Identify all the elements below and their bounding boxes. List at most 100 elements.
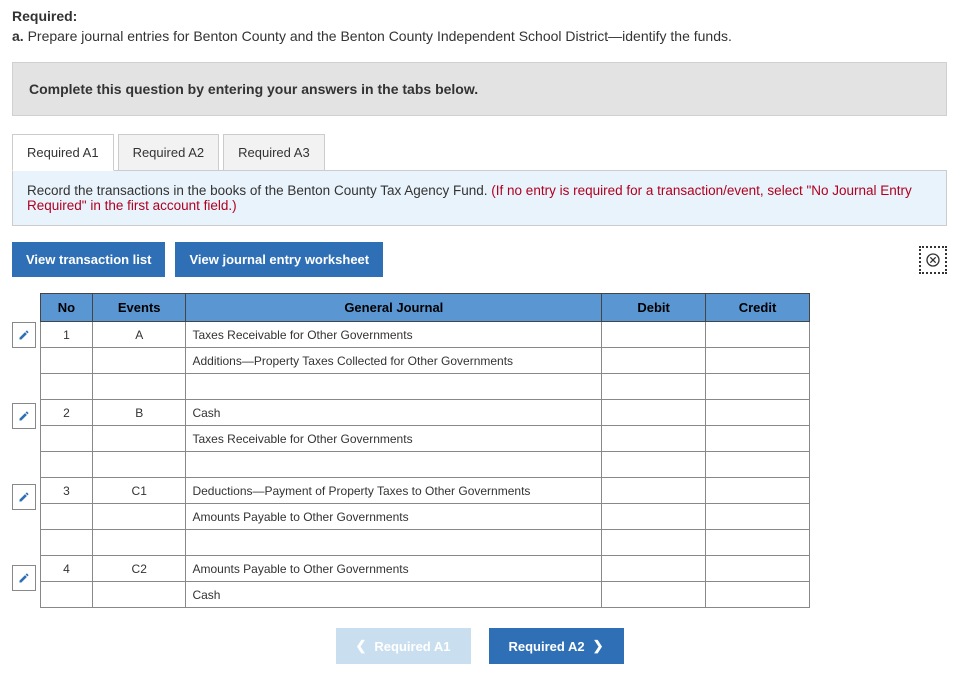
table-row: [41, 530, 810, 556]
prev-button-label: Required A1: [374, 639, 450, 654]
cell-no[interactable]: [41, 348, 93, 374]
cell-debit[interactable]: [602, 374, 706, 400]
cell-journal[interactable]: Deductions—Payment of Property Taxes to …: [186, 478, 602, 504]
header-events: Events: [92, 294, 186, 322]
header-credit: Credit: [706, 294, 810, 322]
table-row: [41, 452, 810, 478]
tab-required-a1[interactable]: Required A1: [12, 134, 114, 171]
cell-event[interactable]: [92, 530, 186, 556]
edit-row-icon[interactable]: [12, 565, 36, 591]
cell-journal[interactable]: [186, 374, 602, 400]
close-icon[interactable]: [919, 246, 947, 274]
cell-debit[interactable]: [602, 322, 706, 348]
cell-journal[interactable]: Taxes Receivable for Other Governments: [186, 322, 602, 348]
next-button[interactable]: Required A2 ❯: [489, 628, 624, 664]
cell-debit[interactable]: [602, 530, 706, 556]
cell-no[interactable]: [41, 452, 93, 478]
cell-journal[interactable]: Amounts Payable to Other Governments: [186, 556, 602, 582]
action-bar: View transaction list View journal entry…: [12, 242, 947, 277]
question-text: a. Prepare journal entries for Benton Co…: [12, 28, 947, 44]
cell-journal[interactable]: Taxes Receivable for Other Governments: [186, 426, 602, 452]
cell-credit[interactable]: [706, 582, 810, 608]
table-row: 4C2Amounts Payable to Other Governments: [41, 556, 810, 582]
tab-instruction-main: Record the transactions in the books of …: [27, 183, 491, 198]
cell-credit[interactable]: [706, 452, 810, 478]
view-journal-worksheet-button[interactable]: View journal entry worksheet: [175, 242, 383, 277]
cell-no[interactable]: 3: [41, 478, 93, 504]
tabs-row: Required A1Required A2Required A3: [12, 134, 947, 171]
cell-journal[interactable]: Cash: [186, 400, 602, 426]
cell-no[interactable]: 4: [41, 556, 93, 582]
question-body: Prepare journal entries for Benton Count…: [28, 28, 732, 44]
cell-credit[interactable]: [706, 322, 810, 348]
cell-journal[interactable]: Amounts Payable to Other Governments: [186, 504, 602, 530]
next-button-label: Required A2: [509, 639, 585, 654]
cell-journal[interactable]: Additions—Property Taxes Collected for O…: [186, 348, 602, 374]
cell-journal[interactable]: [186, 452, 602, 478]
cell-event[interactable]: C1: [92, 478, 186, 504]
cell-no[interactable]: [41, 582, 93, 608]
table-row: Taxes Receivable for Other Governments: [41, 426, 810, 452]
cell-no[interactable]: [41, 530, 93, 556]
tab-required-a3[interactable]: Required A3: [223, 134, 325, 171]
cell-debit[interactable]: [602, 504, 706, 530]
cell-event[interactable]: A: [92, 322, 186, 348]
cell-no[interactable]: 1: [41, 322, 93, 348]
cell-credit[interactable]: [706, 530, 810, 556]
header-journal: General Journal: [186, 294, 602, 322]
cell-debit[interactable]: [602, 426, 706, 452]
table-row: 2BCash: [41, 400, 810, 426]
cell-journal[interactable]: [186, 530, 602, 556]
edit-row-icon[interactable]: [12, 403, 36, 429]
cell-event[interactable]: [92, 426, 186, 452]
edit-row-icon[interactable]: [12, 484, 36, 510]
tab-content-box: Record the transactions in the books of …: [12, 170, 947, 226]
cell-journal[interactable]: Cash: [186, 582, 602, 608]
table-row: [41, 374, 810, 400]
chevron-left-icon: ❮: [356, 638, 367, 654]
cell-credit[interactable]: [706, 426, 810, 452]
chevron-right-icon: ❯: [593, 638, 604, 654]
tab-required-a2[interactable]: Required A2: [118, 134, 220, 171]
table-row: 1ATaxes Receivable for Other Governments: [41, 322, 810, 348]
journal-table-container: No Events General Journal Debit Credit 1…: [40, 293, 947, 608]
cell-no[interactable]: [41, 504, 93, 530]
cell-event[interactable]: [92, 504, 186, 530]
cell-credit[interactable]: [706, 374, 810, 400]
nav-footer: ❮ Required A1 Required A2 ❯: [12, 628, 947, 664]
cell-event[interactable]: B: [92, 400, 186, 426]
cell-credit[interactable]: [706, 556, 810, 582]
cell-credit[interactable]: [706, 400, 810, 426]
cell-event[interactable]: C2: [92, 556, 186, 582]
cell-credit[interactable]: [706, 504, 810, 530]
cell-debit[interactable]: [602, 348, 706, 374]
cell-no[interactable]: [41, 374, 93, 400]
cell-debit[interactable]: [602, 582, 706, 608]
cell-event[interactable]: [92, 452, 186, 478]
cell-debit[interactable]: [602, 478, 706, 504]
cell-event[interactable]: [92, 582, 186, 608]
cell-credit[interactable]: [706, 478, 810, 504]
header-no: No: [41, 294, 93, 322]
table-row: Amounts Payable to Other Governments: [41, 504, 810, 530]
cell-event[interactable]: [92, 348, 186, 374]
instruction-banner: Complete this question by entering your …: [12, 62, 947, 116]
cell-debit[interactable]: [602, 400, 706, 426]
table-row: Cash: [41, 582, 810, 608]
journal-table: No Events General Journal Debit Credit 1…: [40, 293, 810, 608]
table-header-row: No Events General Journal Debit Credit: [41, 294, 810, 322]
cell-debit[interactable]: [602, 452, 706, 478]
question-label: a.: [12, 28, 24, 44]
edit-row-icon[interactable]: [12, 322, 36, 348]
cell-debit[interactable]: [602, 556, 706, 582]
cell-no[interactable]: 2: [41, 400, 93, 426]
table-row: Additions—Property Taxes Collected for O…: [41, 348, 810, 374]
cell-event[interactable]: [92, 374, 186, 400]
header-debit: Debit: [602, 294, 706, 322]
table-row: 3C1Deductions—Payment of Property Taxes …: [41, 478, 810, 504]
view-transaction-list-button[interactable]: View transaction list: [12, 242, 165, 277]
cell-credit[interactable]: [706, 348, 810, 374]
required-heading: Required:: [12, 8, 947, 24]
prev-button: ❮ Required A1: [336, 628, 471, 664]
cell-no[interactable]: [41, 426, 93, 452]
